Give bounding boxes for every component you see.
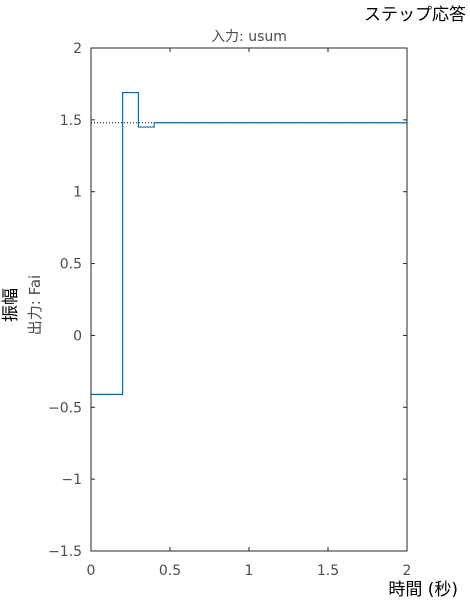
y-tick-label: −1.5 <box>48 544 82 560</box>
y-tick-label: −1 <box>61 472 82 488</box>
input-subtitle: 入力: usum <box>211 29 287 45</box>
output-label: 出力: Fai <box>26 275 44 335</box>
x-tick-label: 2 <box>403 563 412 579</box>
y-axis-label: 振幅 <box>1 288 21 322</box>
x-axis-label: 時間 (秒) <box>388 580 458 600</box>
chart-title: ステップ応答 <box>364 5 466 25</box>
y-tick-label: 2 <box>73 41 82 57</box>
x-tick-label: 1 <box>245 563 254 579</box>
step-response-line-0 <box>91 91 407 395</box>
x-tick-label: 1.5 <box>317 563 339 579</box>
x-tick-label: 0 <box>87 563 96 579</box>
y-tick-label: 0.5 <box>60 257 82 273</box>
y-tick-label: 1.5 <box>60 113 82 129</box>
y-tick-label: −0.5 <box>48 400 82 416</box>
y-axis-label-group: 振幅 <box>1 288 21 322</box>
y-tick-label: 0 <box>73 328 82 344</box>
y-tick-label: 1 <box>73 185 82 201</box>
output-label-group: 出力: Fai <box>26 275 44 335</box>
plot-area: 0 0.5 1 1.5 2 −1.5 −1 −0.5 0 0.5 1 1.5 2 <box>48 41 411 579</box>
x-tick-label: 0.5 <box>159 563 181 579</box>
